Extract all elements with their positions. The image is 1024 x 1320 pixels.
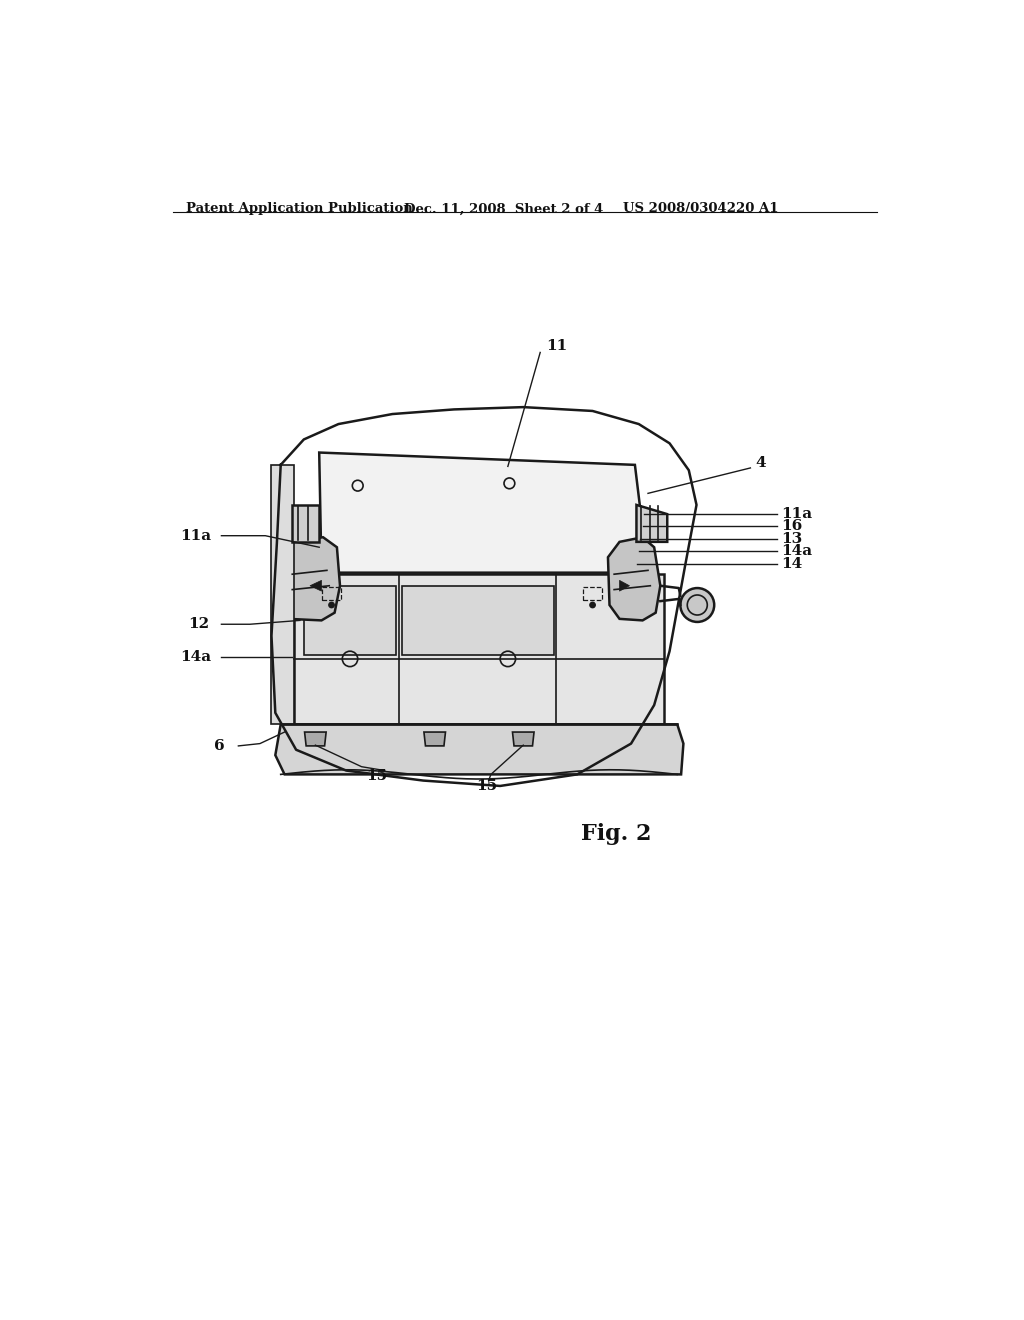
- Text: 11a: 11a: [180, 529, 212, 543]
- Polygon shape: [401, 586, 554, 655]
- Circle shape: [680, 589, 714, 622]
- Text: 11: 11: [547, 338, 567, 352]
- Text: Dec. 11, 2008  Sheet 2 of 4: Dec. 11, 2008 Sheet 2 of 4: [403, 202, 603, 215]
- Polygon shape: [637, 506, 668, 543]
- Polygon shape: [304, 586, 396, 655]
- Text: 4: 4: [756, 457, 766, 470]
- Polygon shape: [608, 537, 660, 620]
- Polygon shape: [512, 733, 535, 746]
- Polygon shape: [294, 574, 665, 725]
- Text: 15: 15: [367, 770, 387, 783]
- Polygon shape: [292, 506, 319, 543]
- Text: 14a: 14a: [781, 544, 812, 558]
- Text: 15: 15: [476, 779, 497, 793]
- Text: Fig. 2: Fig. 2: [581, 824, 651, 846]
- Polygon shape: [271, 465, 294, 725]
- Polygon shape: [304, 733, 326, 746]
- Polygon shape: [310, 581, 322, 591]
- Polygon shape: [275, 725, 683, 775]
- Text: 11a: 11a: [781, 507, 812, 521]
- Text: 13: 13: [781, 532, 803, 545]
- Text: 12: 12: [188, 618, 210, 631]
- Text: Patent Application Publication: Patent Application Publication: [186, 202, 413, 215]
- Circle shape: [329, 602, 334, 607]
- Text: 6: 6: [214, 739, 224, 752]
- Circle shape: [590, 602, 595, 607]
- Text: 14: 14: [781, 557, 803, 572]
- Text: 14a: 14a: [180, 651, 212, 664]
- Polygon shape: [279, 537, 340, 620]
- Polygon shape: [620, 581, 630, 591]
- Text: 16: 16: [781, 520, 803, 533]
- Text: US 2008/0304220 A1: US 2008/0304220 A1: [624, 202, 779, 215]
- Polygon shape: [319, 453, 648, 573]
- Polygon shape: [424, 733, 445, 746]
